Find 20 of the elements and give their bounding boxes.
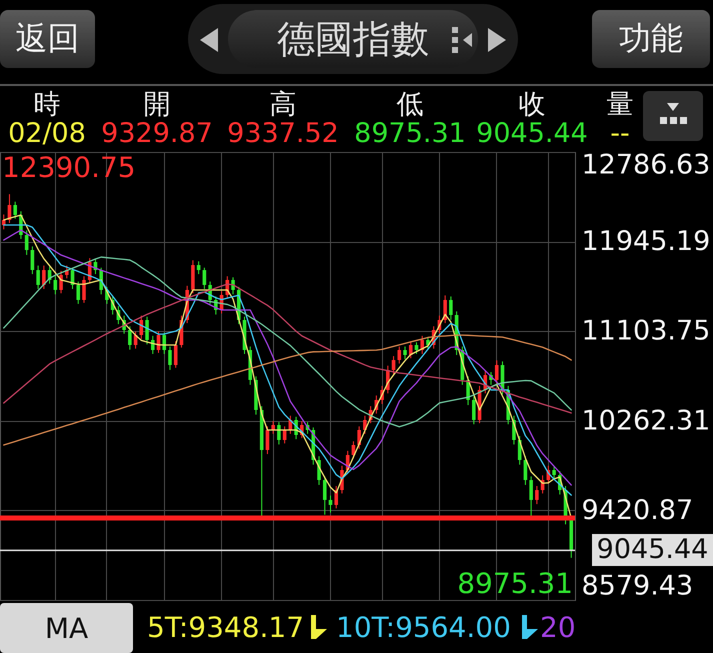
text: -- xyxy=(610,118,630,149)
text: 5T:9348.17 xyxy=(147,611,304,644)
y-tick-label: 10262.31 xyxy=(582,405,710,436)
y-tick-label: 12786.63 xyxy=(582,150,710,180)
back-button: 返回 xyxy=(0,10,95,68)
function-button: 功能 xyxy=(592,10,710,68)
text: 20 xyxy=(540,611,576,644)
y-tick-label: 11103.75 xyxy=(582,316,710,347)
ref-line-label: 9045.44 xyxy=(592,534,713,566)
y-tick-label: 8579.43 xyxy=(582,570,694,602)
y-tick-label: 9420.87 xyxy=(582,494,694,526)
text: 時 xyxy=(34,89,60,120)
ma-button: MA xyxy=(0,603,133,653)
text: 10T:9564.00 xyxy=(336,611,511,644)
y-tick-label: 11945.19 xyxy=(582,226,710,258)
chart-title: 德國指數 xyxy=(228,10,478,68)
annotation: 8975.31 xyxy=(456,567,573,600)
text: 量 xyxy=(606,89,634,120)
text: 02/08 xyxy=(8,118,86,149)
annotation: 12390.75 xyxy=(2,151,136,184)
